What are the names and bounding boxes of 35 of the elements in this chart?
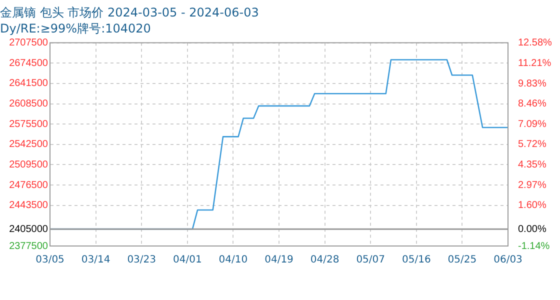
x-tick-label: 05/25: [448, 254, 477, 266]
y2-tick-label: -1.14%: [518, 240, 550, 252]
x-tick-label: 05/07: [356, 254, 386, 266]
y-tick-label: 2608500: [9, 98, 48, 110]
y-tick-label: 2476500: [9, 180, 48, 191]
x-tick-label: 04/10: [218, 254, 248, 266]
y-tick-label: 2674500: [9, 58, 48, 69]
x-tick-label: 04/01: [172, 254, 202, 266]
x-tick-label: 03/05: [36, 254, 64, 266]
x-tick-label: 03/14: [81, 254, 110, 266]
y2-tick-label: 0.00%: [518, 224, 546, 235]
y-tick-label: 2707500: [9, 38, 48, 49]
y-tick-label: 2405000: [9, 224, 48, 235]
x-tick-label: 03/23: [127, 254, 156, 266]
y-tick-label: 2542500: [9, 139, 48, 150]
y2-tick-label: 11.21%: [518, 58, 552, 69]
y2-tick-label: 9.83%: [518, 78, 546, 90]
x-tick-label: 04/19: [264, 254, 294, 266]
y-tick-label: 2443500: [9, 200, 48, 212]
y-tick-label: 2377500: [9, 240, 48, 252]
y-tick-label: 2641500: [9, 78, 48, 90]
x-tick-label: 04/28: [310, 254, 340, 266]
y-tick-label: 2575500: [9, 118, 48, 130]
y2-tick-label: 5.72%: [518, 139, 546, 150]
y2-tick-label: 4.35%: [518, 159, 546, 170]
y2-tick-label: 2.97%: [518, 180, 546, 191]
x-tick-label: 06/03: [494, 254, 522, 266]
y2-tick-label: 1.60%: [518, 200, 546, 212]
y2-tick-label: 12.58%: [518, 38, 552, 49]
chart-title: 金属镝 包头 市场价 2024-03-05 - 2024-06-03: [0, 5, 259, 20]
y-tick-label: 2509500: [9, 159, 48, 170]
chart-subtitle: Dy/RE:≥99%牌号:104020: [0, 22, 151, 36]
x-tick-label: 05/16: [402, 254, 431, 266]
y2-tick-label: 8.46%: [518, 98, 546, 110]
y2-tick-label: 7.09%: [518, 118, 546, 130]
